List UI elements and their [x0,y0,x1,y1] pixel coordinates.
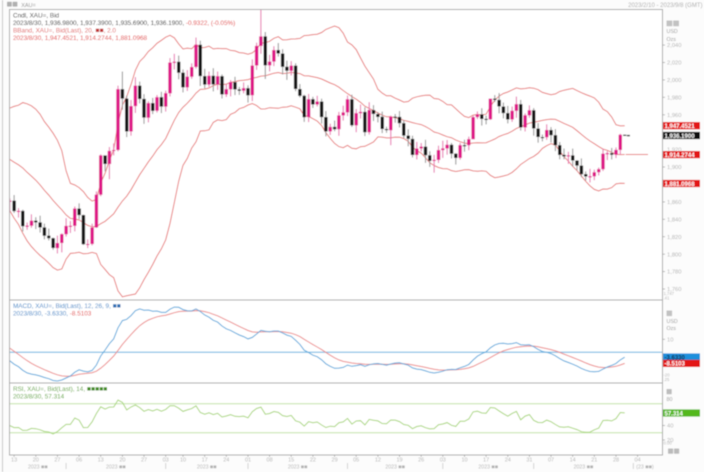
svg-text:2023/8/30, -3.6330, -8.5103: 2023/8/30, -3.6330, -8.5103 [13,311,92,318]
svg-text:01: 01 [245,458,251,464]
svg-text:XAU=: XAU= [21,3,36,9]
svg-text:2,020: 2,020 [667,61,682,67]
svg-text:03: 03 [440,458,446,464]
svg-text:1,840: 1,840 [667,217,682,223]
svg-text:2023 ■■: 2023 ■■ [574,465,594,471]
svg-text:10: 10 [180,458,186,464]
svg-text:13: 13 [11,458,17,464]
svg-text:USD: USD [667,319,678,325]
svg-text:2023/2/10 - 2023/9/8 (GMT): 2023/2/10 - 2023/9/8 (GMT) [628,3,702,9]
svg-text:14: 14 [570,458,576,464]
svg-text:20: 20 [667,438,673,444]
svg-text:2023 ■■: 2023 ■■ [28,465,48,471]
svg-text:2023 ■■: 2023 ■■ [288,465,308,471]
svg-text:-20: -20 [664,373,671,378]
svg-text:10: 10 [667,337,673,343]
svg-text:2023 ■■: 2023 ■■ [385,465,405,471]
svg-text:28: 28 [613,458,619,464]
svg-text:20: 20 [119,458,125,464]
svg-text:57.314: 57.314 [665,411,684,417]
svg-text:17: 17 [202,458,208,464]
svg-text:RSI, XAU=, Bid(Last), 14, ■■■: RSI, XAU=, Bid(Last), 14, ■■■■■ [13,386,107,393]
svg-text:1,820: 1,820 [667,235,682,241]
svg-text:2023 ■■: 2023 ■■ [106,465,126,471]
svg-text:10: 10 [461,458,467,464]
svg-text:.25: .25 [664,377,670,382]
svg-text:12: 12 [375,458,381,464]
svg-text:07: 07 [548,458,554,464]
svg-text:19: 19 [396,458,402,464]
svg-text:(23 ■■): (23 ■■) [636,465,654,471]
svg-text:03: 03 [163,458,169,464]
svg-text:2,000: 2,000 [667,78,682,84]
svg-text:2023 ■■: 2023 ■■ [478,465,498,471]
svg-text:80: 80 [667,397,673,403]
svg-text:USD: USD [667,29,678,35]
svg-text:BBand, XAU=, Bid(Last), 20,: BBand, XAU=, Bid(Last), 20, ■■, 2.0 [13,28,116,35]
svg-text:06: 06 [76,458,82,464]
svg-text:22: 22 [310,458,316,464]
svg-text:27: 27 [54,458,60,464]
svg-text:1,920: 1,920 [667,148,682,154]
svg-text:1,881.0968: 1,881.0968 [665,182,696,188]
svg-text:08: 08 [267,458,273,464]
svg-text:17: 17 [483,458,489,464]
svg-text:1,960: 1,960 [667,113,682,119]
svg-text:1,760: 1,760 [667,287,682,293]
svg-text:29: 29 [332,458,338,464]
svg-text:1,936.1900: 1,936.1900 [665,134,696,140]
svg-text:2,040: 2,040 [667,43,682,49]
svg-text:1,900: 1,900 [667,165,682,171]
svg-text:MACD, XAU=, Bid(Last), 12, 26: MACD, XAU=, Bid(Last), 12, 26, 9, ■■ [13,303,121,310]
svg-text:40: 40 [667,424,673,430]
svg-text:1,800: 1,800 [667,252,682,258]
svg-text:31: 31 [526,458,532,464]
svg-text:27: 27 [141,458,147,464]
svg-text:Ozs: Ozs [667,37,677,43]
svg-text:2023/8/30, 57.314: 2023/8/30, 57.314 [13,394,65,401]
svg-text:-3.6330: -3.6330 [665,355,686,361]
svg-text:1,860: 1,860 [667,200,682,206]
svg-text:05: 05 [353,458,359,464]
svg-text:0.00: 0.00 [664,441,673,446]
svg-text:04: 04 [635,458,641,464]
svg-text:24: 24 [505,458,511,464]
svg-text:26: 26 [418,458,424,464]
svg-text:.41: .41 [664,295,670,300]
svg-text:2023/8/30, 1,936.9800, 1,937.3: 2023/8/30, 1,936.9800, 1,937.3900, 1,935… [13,20,235,27]
svg-text:1,780: 1,780 [667,270,682,276]
svg-text:Cndl, XAU=, Bid: Cndl, XAU=, Bid [13,13,59,20]
svg-text:1,747: 1,747 [664,291,675,296]
svg-text:1,947.4521: 1,947.4521 [665,124,696,130]
svg-text:Ozs: Ozs [667,326,677,332]
svg-text:21: 21 [591,458,597,464]
svg-text:2023/8/30, 1,947.4521, 1,914.2: 2023/8/30, 1,947.4521, 1,914.2744, 1,881… [13,35,148,42]
svg-text:2023 ■■: 2023 ■■ [197,465,217,471]
svg-text:1,980: 1,980 [667,95,682,101]
svg-text:1,914.2744: 1,914.2744 [665,153,696,159]
svg-text:24: 24 [223,458,229,464]
svg-text:-8.5103: -8.5103 [665,362,686,368]
svg-text:20: 20 [33,458,39,464]
svg-text:13: 13 [98,458,104,464]
svg-text:15: 15 [288,458,294,464]
